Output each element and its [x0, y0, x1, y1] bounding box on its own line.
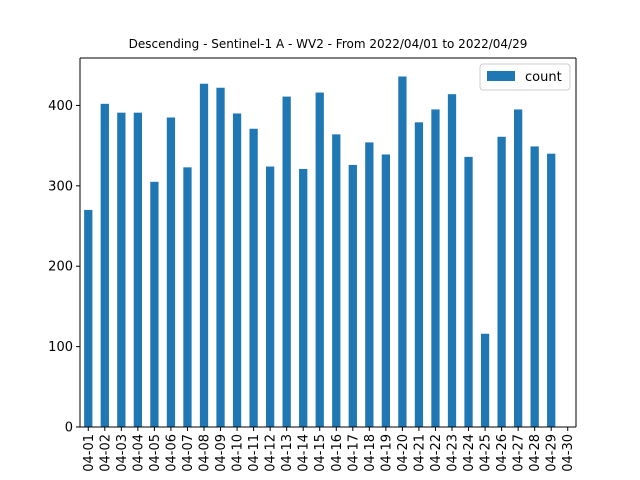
x-tick-label: 04-14: [297, 434, 312, 472]
bar-04-10: [232, 113, 242, 427]
legend-frame: [479, 63, 571, 91]
x-tick-label: 04-02: [98, 434, 113, 472]
y-tick-label: 0: [65, 421, 73, 436]
x-tick-label: 04-04: [131, 434, 146, 472]
bar-04-08: [199, 83, 209, 427]
x-tick-label: 04-29: [545, 434, 560, 472]
x-tick-label: 04-01: [82, 434, 97, 472]
x-tick-label: 04-18: [363, 434, 378, 472]
bar-04-16: [332, 134, 341, 427]
bar-04-02: [100, 103, 109, 427]
legend-label-count: count: [525, 70, 562, 85]
x-tick-label: 04-10: [231, 434, 246, 472]
y-ticks-group: 0 100 200 300 400: [48, 99, 80, 436]
x-tick-label: 04-21: [412, 434, 427, 472]
bar-04-01: [84, 209, 93, 427]
x-tick-label: 04-27: [512, 434, 527, 472]
x-tick-label: 04-03: [115, 434, 130, 472]
bar-04-25: [480, 333, 490, 427]
x-tick-label: 04-25: [479, 434, 494, 472]
bar-04-18: [365, 142, 374, 427]
chart-title: Descending - Sentinel-1 A - WV2 - From 2…: [129, 37, 528, 51]
x-ticks-group: 04-01 04-02 04-03 04-04 04-05 04-06 04-07 04-08…: [82, 427, 576, 472]
axes-group: [79, 57, 577, 428]
bar-04-13: [282, 96, 291, 427]
x-tick-label: 04-07: [181, 434, 196, 472]
bar-04-28: [530, 146, 539, 427]
x-tick-label: 04-22: [429, 434, 444, 472]
x-tick-label: 04-19: [379, 434, 394, 472]
bar-04-23: [447, 94, 457, 428]
bar-04-04: [133, 112, 142, 428]
bar-04-22: [431, 109, 440, 427]
x-tick-label: 04-16: [330, 434, 345, 472]
bar-04-11: [249, 128, 258, 427]
bar-04-05: [150, 181, 159, 427]
bar-04-17: [348, 164, 357, 428]
x-tick-label: 04-23: [446, 434, 461, 472]
x-tick-label: 04-17: [346, 434, 361, 472]
x-tick-label: 04-20: [396, 434, 411, 472]
bar-04-09: [216, 87, 225, 427]
bar-04-15: [315, 92, 324, 427]
bar-04-26: [497, 136, 506, 427]
legend: count: [479, 63, 571, 91]
y-tick-label: 200: [48, 260, 73, 275]
bar-04-27: [514, 109, 523, 427]
x-tick-label: 04-05: [148, 434, 163, 472]
y-tick-label: 400: [48, 99, 73, 114]
x-tick-label: 04-11: [247, 434, 262, 472]
bar-04-20: [398, 76, 407, 428]
x-tick-label: 04-12: [264, 434, 279, 472]
x-tick-label: 04-15: [313, 434, 328, 472]
bar-04-12: [266, 166, 275, 427]
bar-04-06: [166, 117, 176, 428]
x-tick-label: 04-06: [164, 434, 179, 472]
legend-swatch-count: [487, 71, 515, 81]
x-tick-label: 04-26: [495, 434, 510, 472]
bar-04-19: [381, 154, 390, 427]
bar-04-24: [464, 156, 473, 427]
x-tick-label: 04-24: [462, 434, 477, 472]
bar-04-14: [299, 168, 308, 427]
x-tick-label: 04-13: [280, 434, 295, 472]
bar-04-29: [547, 153, 556, 428]
x-tick-label: 04-28: [528, 434, 543, 472]
bar-04-21: [414, 122, 424, 427]
y-tick-label: 300: [48, 179, 73, 194]
bars-group: [84, 76, 556, 428]
x-tick-label: 04-09: [214, 434, 229, 472]
bar-04-03: [117, 112, 126, 428]
x-tick-label: 04-30: [561, 434, 576, 472]
bar-04-07: [183, 167, 192, 427]
y-tick-label: 100: [48, 340, 73, 355]
x-tick-label: 04-08: [198, 434, 213, 472]
